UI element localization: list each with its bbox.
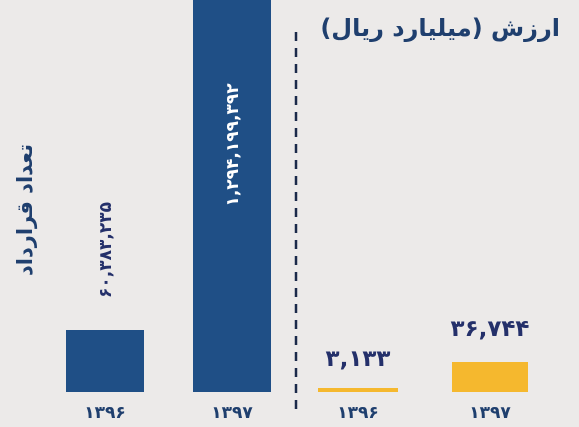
tick-label-value-1397: ۱۳۹۷: [469, 403, 511, 423]
bar-count-1397: [193, 0, 271, 392]
data-label-value-1397: ۳۶,۷۴۴: [451, 316, 530, 342]
value-panel-title: ارزش (میلیارد ریال): [320, 14, 560, 42]
bar-value-1397: [452, 362, 528, 392]
bar-value-1396: [318, 388, 398, 392]
count-panel-title: تعداد قرارداد: [13, 144, 37, 276]
data-label-value-1396: ۳,۱۳۳: [326, 346, 391, 372]
tick-label-count-1396: ۱۳۹۶: [84, 403, 126, 423]
data-label-count-1397: ۱,۲۹۴,۱۹۹,۳۹۲: [223, 83, 243, 207]
data-label-count-1396: ۶۰,۳۸۳,۲۳۵: [96, 202, 116, 298]
tick-label-count-1397: ۱۳۹۷: [211, 403, 253, 423]
bar-count-1396: [66, 330, 144, 392]
tick-label-value-1396: ۱۳۹۶: [337, 403, 379, 423]
